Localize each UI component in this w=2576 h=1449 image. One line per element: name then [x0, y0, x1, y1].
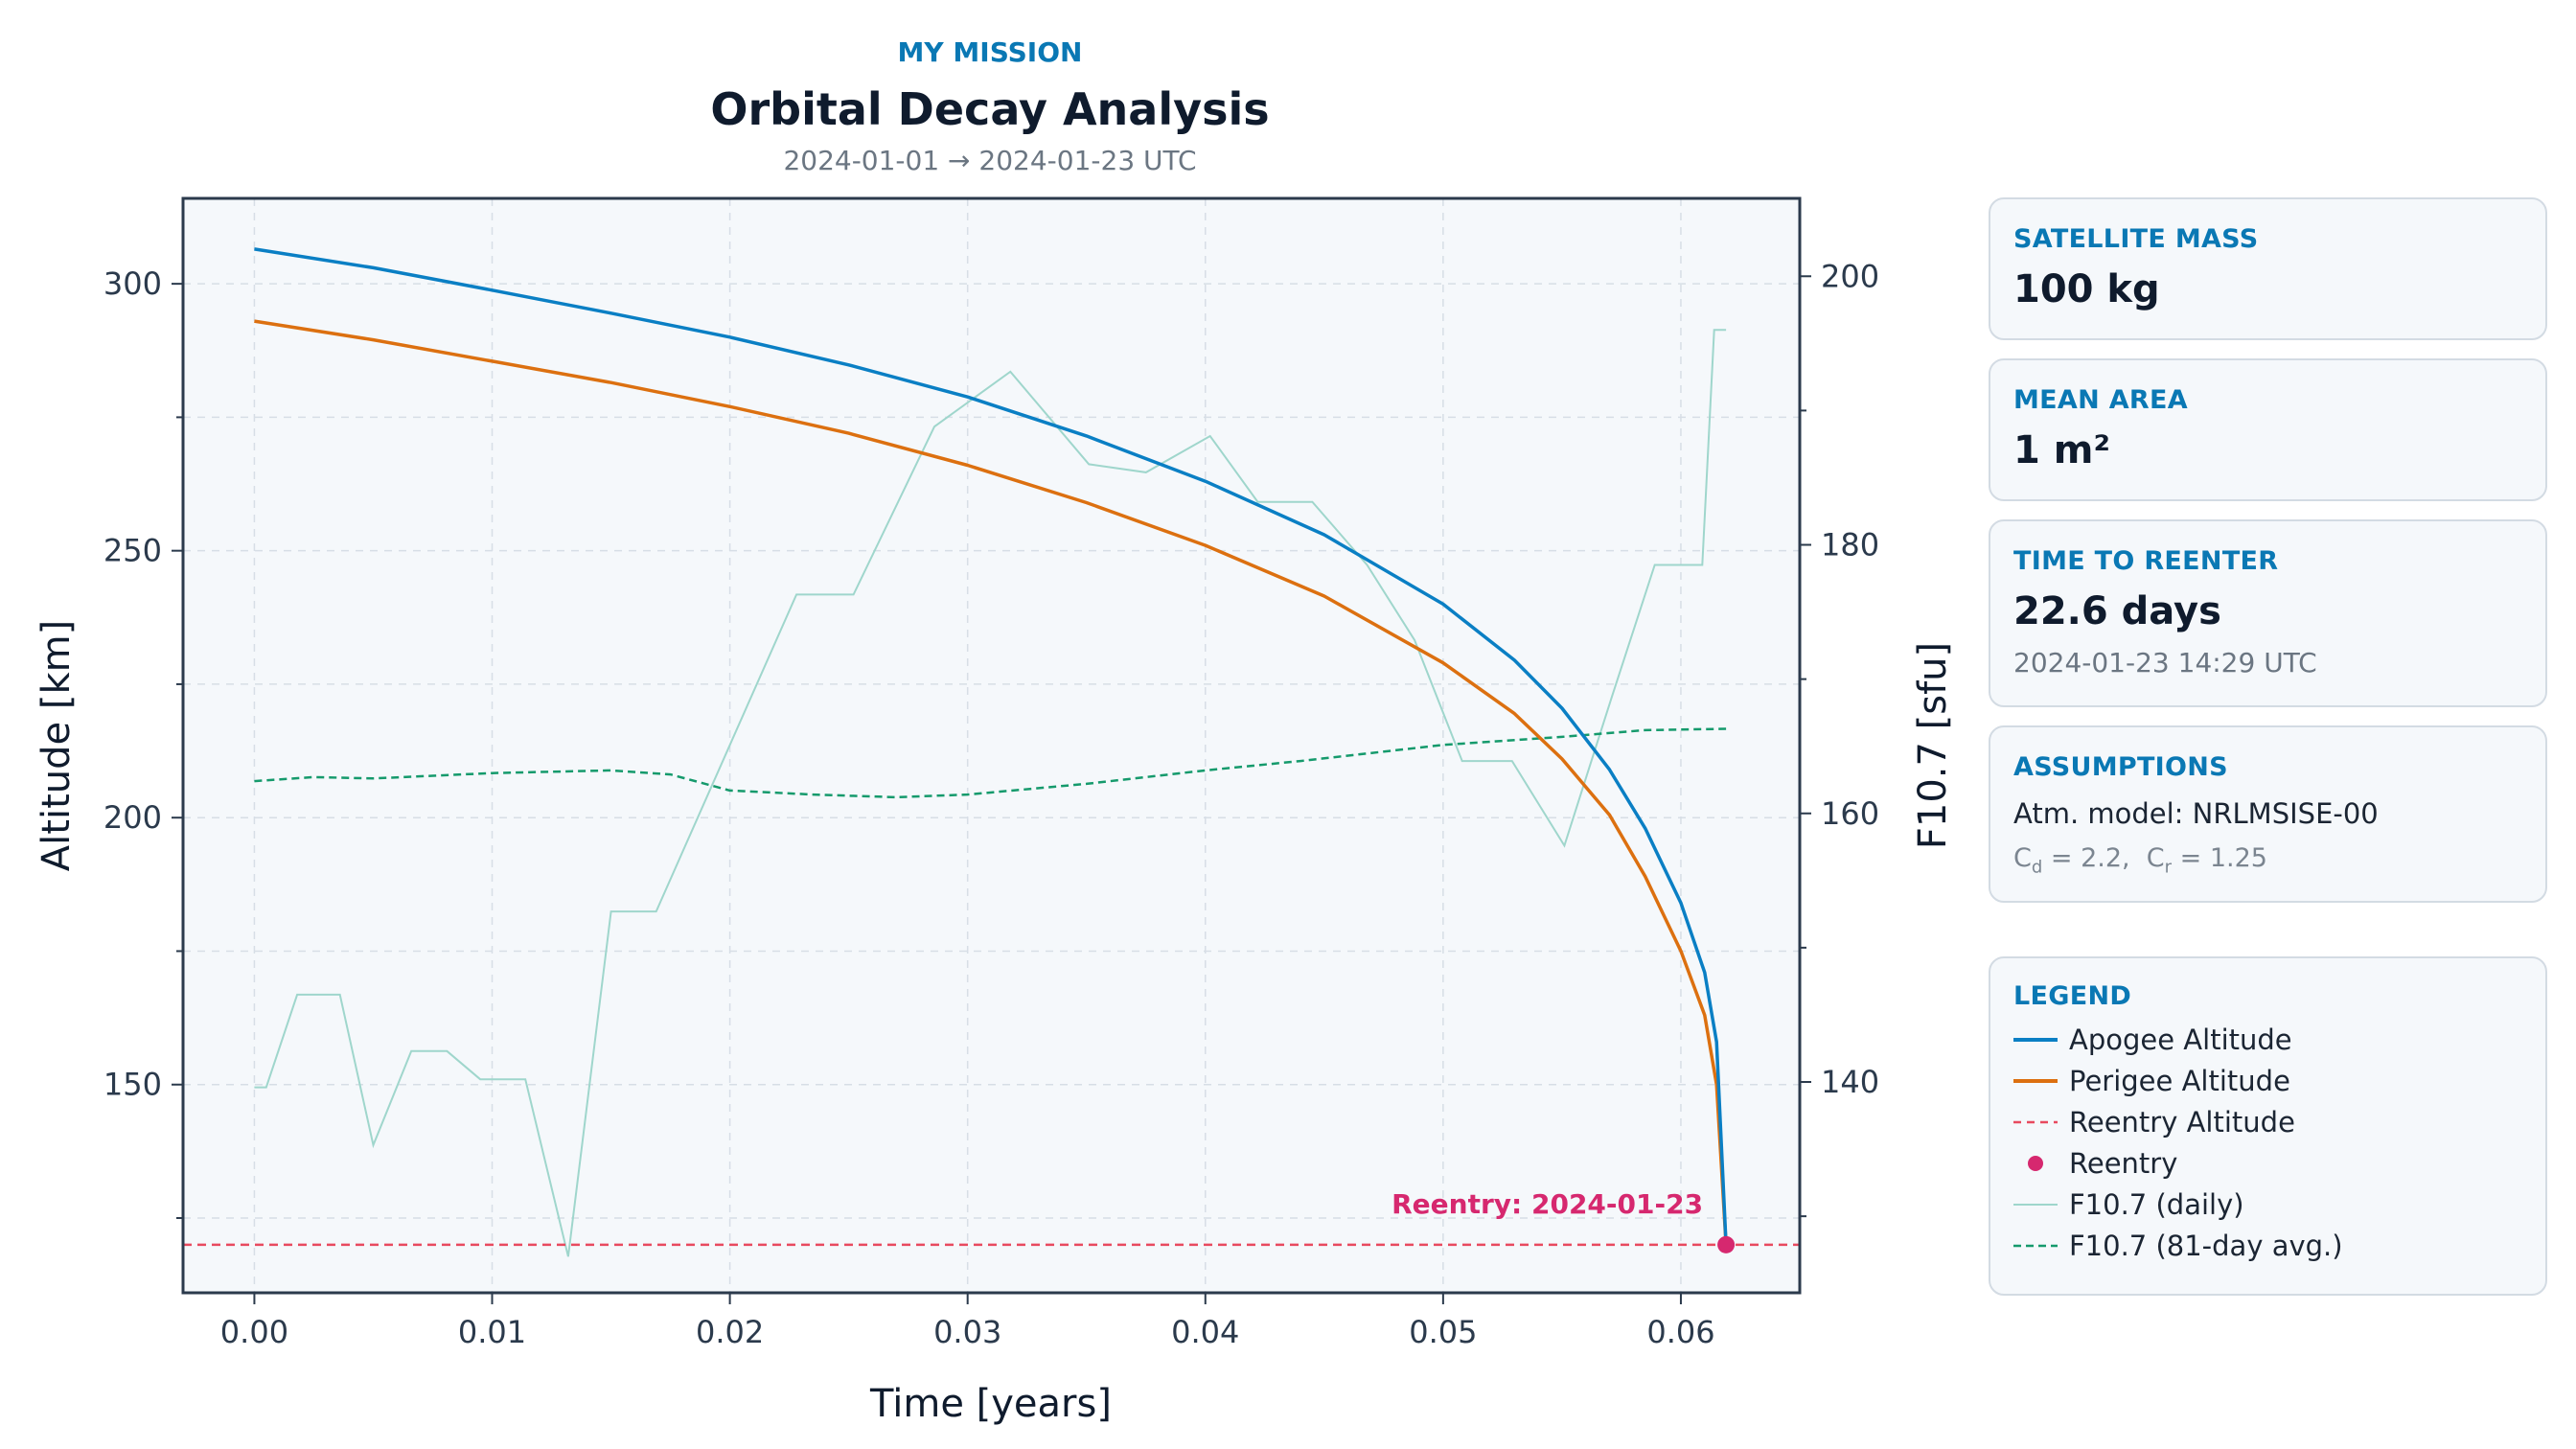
plot-area	[183, 198, 1800, 1293]
legend-label-f107-daily: F10.7 (daily)	[2069, 1187, 2244, 1221]
x-tick-label: 0.04	[1171, 1314, 1239, 1350]
assumptions-card: ASSUMPTIONS Atm. model: NRLMSISE-00 Cd =…	[1989, 725, 2547, 903]
y2-axis-label: F10.7 [sfu]	[1911, 642, 1955, 849]
legend-label-perigee: Perigee Altitude	[2069, 1064, 2290, 1097]
legend-title: LEGEND	[2013, 981, 2132, 1011]
cd-symbol: C	[2013, 843, 2032, 873]
time-to-reenter-card: TIME TO REENTER 22.6 days 2024-01-23 14:…	[1989, 519, 2547, 707]
y2-tick-label: 200	[1821, 258, 1879, 294]
cr-value: = 1.25	[2172, 843, 2267, 873]
axes-layer: 0.00 0.01 0.02 0.03 0.04 0.05 0.06 150 200 250 300…	[104, 258, 1879, 1350]
legend-symbol-apogee	[2013, 1037, 2058, 1042]
mission-label: MY MISSION	[898, 36, 1083, 68]
x-tick-label: 0.02	[696, 1314, 764, 1350]
mean-area-value: 1 m²	[2013, 428, 2110, 472]
legend-symbol-reentry-altitude	[2013, 1120, 2058, 1123]
y2-tick-label: 140	[1821, 1064, 1879, 1100]
y-tick-label: 300	[104, 265, 162, 302]
assumptions-label: ASSUMPTIONS	[2013, 752, 2228, 782]
legend-label-apogee: Apogee Altitude	[2069, 1023, 2292, 1056]
time-to-reenter-label: TIME TO REENTER	[2013, 546, 2279, 576]
plot-frame	[181, 196, 1802, 1295]
x-axis-label: Time [years]	[869, 1382, 1112, 1426]
legend-label-reentry-altitude: Reentry Altitude	[2069, 1105, 2295, 1138]
x-tick-label: 0.01	[458, 1314, 526, 1350]
cr-symbol: C	[2146, 843, 2165, 873]
legend-item-apogee: Apogee Altitude	[2013, 1019, 2522, 1060]
x-tick-label: 0.05	[1409, 1314, 1477, 1350]
x-tick-label: 0.03	[933, 1314, 1001, 1350]
legend-item-reentry-altitude: Reentry Altitude	[2013, 1101, 2522, 1142]
cd-subscript: d	[2031, 857, 2043, 878]
chart-title: Orbital Decay Analysis	[710, 83, 1269, 135]
legend-label-reentry: Reentry	[2069, 1146, 2178, 1180]
satellite-mass-card: SATELLITE MASS 100 kg	[1989, 197, 2547, 340]
legend-label-f107-avg: F10.7 (81-day avg.)	[2069, 1229, 2343, 1262]
perigee-line	[254, 319, 1728, 1246]
apogee-line	[254, 247, 1728, 1245]
y-tick-label: 200	[104, 799, 162, 836]
x-tick-label: 0.00	[220, 1314, 288, 1350]
cr-subscript: r	[2164, 857, 2173, 878]
mean-area-label: MEAN AREA	[2013, 385, 2188, 415]
legend-item-f107-daily: F10.7 (daily)	[2013, 1184, 2522, 1225]
y-tick-label: 150	[104, 1067, 162, 1103]
legend-symbol-f107-daily	[2013, 1203, 2058, 1206]
legend-item-reentry: Reentry	[2013, 1142, 2522, 1184]
reentry-point	[1717, 1235, 1736, 1254]
legend-item-perigee: Perigee Altitude	[2013, 1060, 2522, 1101]
x-tick-label: 0.06	[1646, 1314, 1714, 1350]
legend-symbol-perigee	[2013, 1078, 2058, 1083]
f107-avg-line	[254, 727, 1727, 799]
chart-subtitle: 2024-01-01 → 2024-01-23 UTC	[783, 145, 1196, 176]
y-tick-label: 250	[104, 533, 162, 569]
satellite-mass-label: SATELLITE MASS	[2013, 224, 2259, 254]
time-to-reenter-value: 22.6 days	[2013, 589, 2221, 633]
reentry-datetime: 2024-01-23 14:29 UTC	[2013, 647, 2317, 678]
y-axis-label: Altitude [km]	[34, 620, 79, 871]
legend-card: LEGEND Apogee Altitude Perigee Altitude …	[1989, 956, 2547, 1296]
mean-area-card: MEAN AREA 1 m²	[1989, 358, 2547, 501]
series-layer: Reentry: 2024-01-23	[183, 247, 1800, 1257]
y2-tick-label: 180	[1821, 527, 1879, 564]
legend-symbol-f107-avg	[2013, 1244, 2058, 1247]
y2-tick-label: 160	[1821, 795, 1879, 832]
legend-symbol-reentry	[2028, 1155, 2043, 1171]
satellite-mass-value: 100 kg	[2013, 267, 2160, 311]
reentry-annotation: Reentry: 2024-01-23	[1392, 1188, 1703, 1220]
atm-model: Atm. model: NRLMSISE-00	[2013, 797, 2379, 830]
legend-item-f107-avg: F10.7 (81-day avg.)	[2013, 1225, 2522, 1266]
cd-value: = 2.2,	[2042, 843, 2147, 873]
coefficients: Cd = 2.2, Cr = 1.25	[2013, 843, 2522, 877]
f107-daily-line	[254, 329, 1727, 1257]
